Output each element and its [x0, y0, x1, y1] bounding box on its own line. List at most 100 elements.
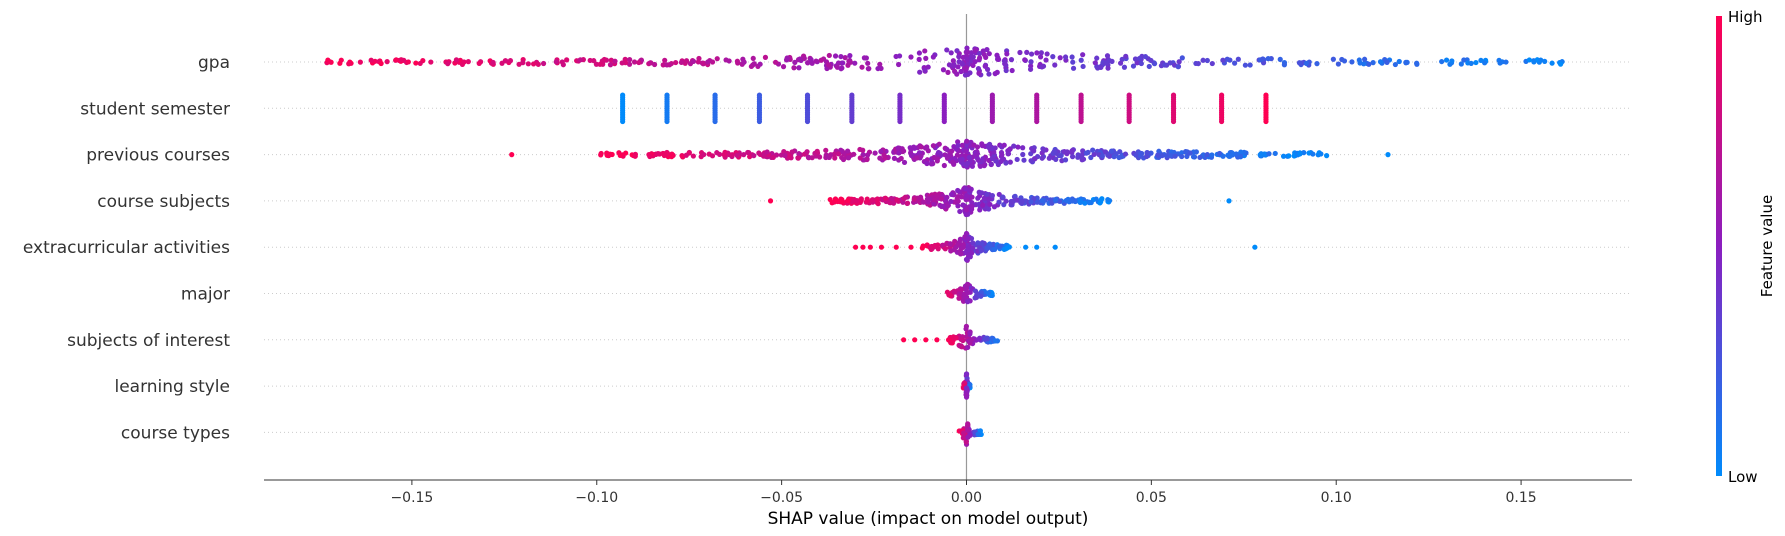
shap-point	[979, 190, 985, 196]
shap-point	[950, 63, 956, 69]
shap-point	[842, 55, 848, 61]
shap-point	[965, 245, 972, 251]
shap-point	[955, 187, 961, 194]
shap-point	[994, 69, 1000, 75]
shap-point	[976, 70, 982, 76]
shap-point	[764, 149, 770, 155]
feature-label: student semester	[80, 99, 230, 119]
shap-point	[851, 151, 857, 157]
shap-point	[932, 242, 938, 249]
shap-point	[948, 340, 954, 346]
shap-point	[1077, 199, 1083, 205]
shap-point	[897, 118, 903, 125]
shap-point	[445, 61, 451, 67]
shap-point	[998, 158, 1004, 165]
shap-point	[620, 118, 626, 125]
shap-point	[796, 151, 802, 157]
shap-point	[878, 244, 885, 250]
shap-point	[1542, 58, 1548, 64]
shap-point	[1052, 62, 1058, 68]
shap-point	[525, 61, 531, 67]
shap-point	[964, 281, 971, 287]
shap-point	[1078, 57, 1084, 63]
shap-point	[814, 148, 820, 154]
shap-point	[1137, 152, 1143, 158]
shap-point	[967, 187, 973, 193]
shap-point	[1104, 53, 1111, 59]
shap-point	[960, 434, 967, 441]
shap-point	[1078, 118, 1084, 125]
shap-point	[975, 431, 981, 437]
shap-point	[963, 256, 970, 263]
shap-point	[935, 246, 941, 252]
shap-point	[795, 155, 801, 161]
x-tick-label: 0.15	[1505, 490, 1536, 506]
shap-point	[908, 54, 914, 60]
shap-point	[865, 152, 871, 158]
shap-point	[804, 118, 811, 125]
shap-point	[1007, 146, 1013, 152]
shap-point	[1296, 60, 1303, 66]
shap-point	[535, 61, 541, 67]
shap-point	[393, 57, 399, 63]
feature-label: previous courses	[86, 146, 230, 166]
shap-point	[896, 53, 903, 59]
shap-point	[963, 439, 969, 445]
shap-point	[1005, 151, 1012, 157]
shap-point	[995, 56, 1002, 63]
shap-point	[835, 151, 842, 157]
shap-point	[872, 150, 878, 156]
feature-row-points	[901, 323, 1001, 351]
shap-point	[1126, 118, 1132, 125]
shap-point	[1197, 154, 1203, 161]
shap-point	[1219, 118, 1225, 125]
shap-point	[673, 59, 679, 66]
shap-point	[1014, 156, 1020, 163]
feature-labels: gpa student semester previous courses cours…	[23, 53, 230, 443]
shap-point	[669, 154, 675, 160]
shap-point	[604, 150, 610, 156]
shap-point	[946, 62, 953, 68]
shap-points	[324, 45, 1565, 447]
shap-point	[1043, 57, 1049, 63]
shap-point	[908, 152, 915, 159]
shap-point	[1034, 118, 1040, 125]
shap-point	[963, 148, 969, 154]
shap-point	[918, 144, 924, 150]
shap-point	[601, 56, 607, 63]
shap-point	[1050, 54, 1056, 60]
shap-point	[942, 198, 949, 204]
shap-point	[945, 69, 951, 75]
shap-point	[898, 155, 904, 162]
shap-point	[954, 48, 960, 54]
shap-point	[1238, 153, 1244, 159]
shap-point	[623, 150, 629, 156]
shap-point	[1057, 55, 1063, 61]
shap-point	[747, 154, 753, 160]
shap-point	[1004, 51, 1010, 57]
shap-point	[955, 64, 961, 70]
shap-point	[503, 58, 509, 64]
shap-point	[721, 151, 727, 158]
shap-point	[1235, 56, 1241, 62]
shap-point	[901, 148, 907, 154]
shap-point	[786, 153, 792, 159]
shap-point	[683, 152, 689, 158]
shap-point	[1204, 57, 1210, 64]
shap-point	[1109, 58, 1115, 64]
shap-point	[928, 244, 934, 250]
shap-point	[840, 60, 846, 66]
shap-point	[756, 150, 762, 156]
shap-point	[901, 159, 908, 166]
shap-point	[940, 67, 947, 73]
shap-point	[982, 63, 988, 69]
shap-point	[1069, 149, 1075, 156]
shap-point	[891, 155, 898, 162]
shap-point	[845, 155, 852, 161]
shap-point	[989, 192, 996, 199]
shap-point	[956, 54, 962, 60]
shap-point	[838, 53, 844, 60]
shap-point	[1044, 51, 1050, 57]
shap-point	[1142, 53, 1149, 60]
shap-point	[958, 68, 964, 75]
